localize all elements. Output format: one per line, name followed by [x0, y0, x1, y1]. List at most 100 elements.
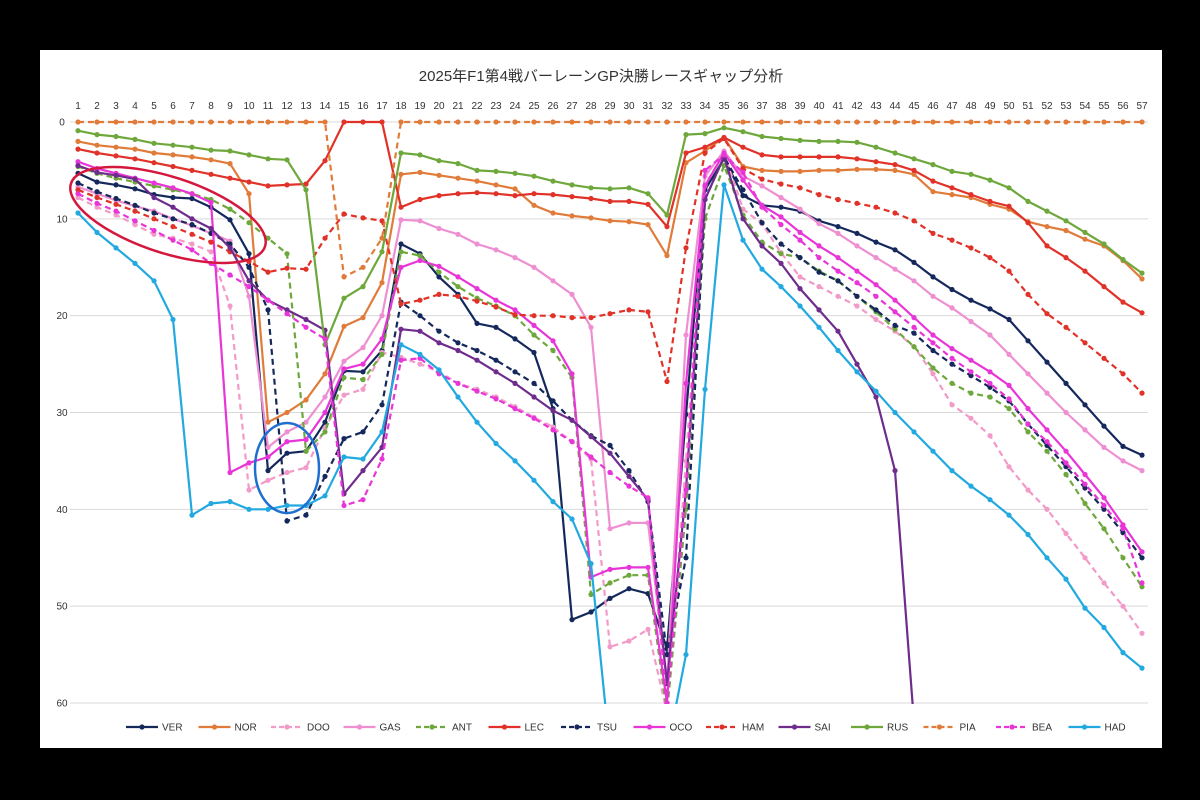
- data-point: [94, 189, 100, 195]
- data-point: [265, 183, 271, 189]
- data-point: [436, 119, 442, 125]
- data-point: [892, 309, 898, 315]
- data-point: [930, 448, 936, 454]
- data-point: [75, 159, 81, 165]
- data-point: [607, 469, 613, 476]
- data-point: [664, 224, 670, 230]
- data-point: [987, 497, 993, 503]
- legend-item-tsu: TSU: [561, 723, 617, 734]
- data-point: [455, 380, 461, 386]
- data-point: [626, 638, 632, 644]
- data-point: [588, 195, 594, 202]
- data-point: [151, 194, 157, 201]
- data-point: [854, 369, 860, 375]
- data-point: [151, 210, 157, 216]
- data-point: [398, 241, 404, 247]
- data-point: [322, 419, 328, 425]
- data-point: [892, 266, 898, 272]
- data-point: [759, 243, 765, 249]
- data-point: [436, 291, 442, 297]
- data-point: [1101, 284, 1107, 290]
- data-point: [816, 192, 822, 198]
- data-point: [455, 175, 461, 181]
- data-point: [189, 247, 195, 253]
- data-point: [379, 429, 385, 435]
- data-point: [189, 154, 195, 160]
- data-point: [930, 347, 936, 354]
- data-point: [94, 194, 100, 201]
- data-point: [854, 303, 860, 309]
- data-point: [1120, 256, 1126, 263]
- data-point: [1025, 429, 1031, 435]
- data-point: [1025, 220, 1031, 226]
- data-point: [797, 237, 803, 243]
- data-point: [170, 194, 176, 201]
- data-point: [265, 156, 271, 162]
- data-point: [436, 367, 442, 373]
- data-point: [436, 269, 442, 275]
- data-point: [265, 119, 271, 125]
- data-point: [189, 216, 195, 222]
- data-point: [531, 349, 537, 356]
- data-point: [740, 216, 746, 222]
- data-point: [683, 245, 689, 251]
- data-point: [246, 293, 252, 299]
- x-tick-label: 48: [965, 101, 977, 112]
- data-point: [170, 216, 176, 222]
- data-point: [816, 138, 822, 144]
- data-point: [360, 284, 366, 290]
- data-point: [398, 264, 404, 270]
- data-point: [949, 119, 955, 125]
- data-point: [835, 224, 841, 230]
- data-point: [436, 158, 442, 164]
- data-point: [113, 119, 119, 125]
- data-point: [683, 332, 689, 338]
- data-point: [835, 347, 841, 354]
- data-point: [1120, 603, 1126, 609]
- series-ver: [75, 156, 1145, 652]
- x-tick-label: 27: [566, 101, 578, 112]
- data-point: [512, 186, 518, 192]
- data-point: [854, 293, 860, 299]
- data-point: [75, 138, 81, 144]
- data-point: [797, 303, 803, 309]
- data-point: [322, 473, 328, 479]
- data-point: [1006, 316, 1012, 323]
- data-point: [474, 320, 480, 326]
- data-point: [398, 357, 404, 363]
- data-point: [911, 218, 917, 224]
- data-point: [360, 429, 366, 435]
- data-point: [303, 465, 309, 471]
- data-point: [911, 171, 917, 177]
- legend-item-doo: DOO: [271, 723, 330, 734]
- data-point: [94, 132, 100, 138]
- data-point: [170, 224, 176, 230]
- data-point: [284, 119, 290, 125]
- data-point: [759, 266, 765, 272]
- data-point: [94, 204, 100, 210]
- data-point: [683, 555, 689, 561]
- data-point: [493, 357, 499, 363]
- data-point: [683, 487, 689, 493]
- data-point: [1025, 487, 1031, 493]
- data-point: [436, 193, 442, 199]
- data-point: [664, 378, 670, 385]
- data-point: [1006, 185, 1012, 191]
- series-line-doo: [77, 151, 1143, 704]
- data-point: [322, 394, 328, 400]
- data-point: [189, 144, 195, 150]
- data-point: [341, 392, 347, 398]
- x-tick-label: 53: [1060, 101, 1072, 112]
- data-point: [835, 196, 841, 203]
- data-point: [835, 167, 841, 173]
- data-point: [151, 227, 157, 234]
- data-point: [740, 144, 746, 150]
- data-point: [1025, 338, 1031, 344]
- data-point: [550, 210, 556, 216]
- data-point: [911, 119, 917, 125]
- data-point: [721, 135, 727, 142]
- x-tick-label: 24: [509, 101, 521, 112]
- data-point: [987, 198, 993, 204]
- data-point: [759, 204, 765, 210]
- data-point: [588, 215, 594, 221]
